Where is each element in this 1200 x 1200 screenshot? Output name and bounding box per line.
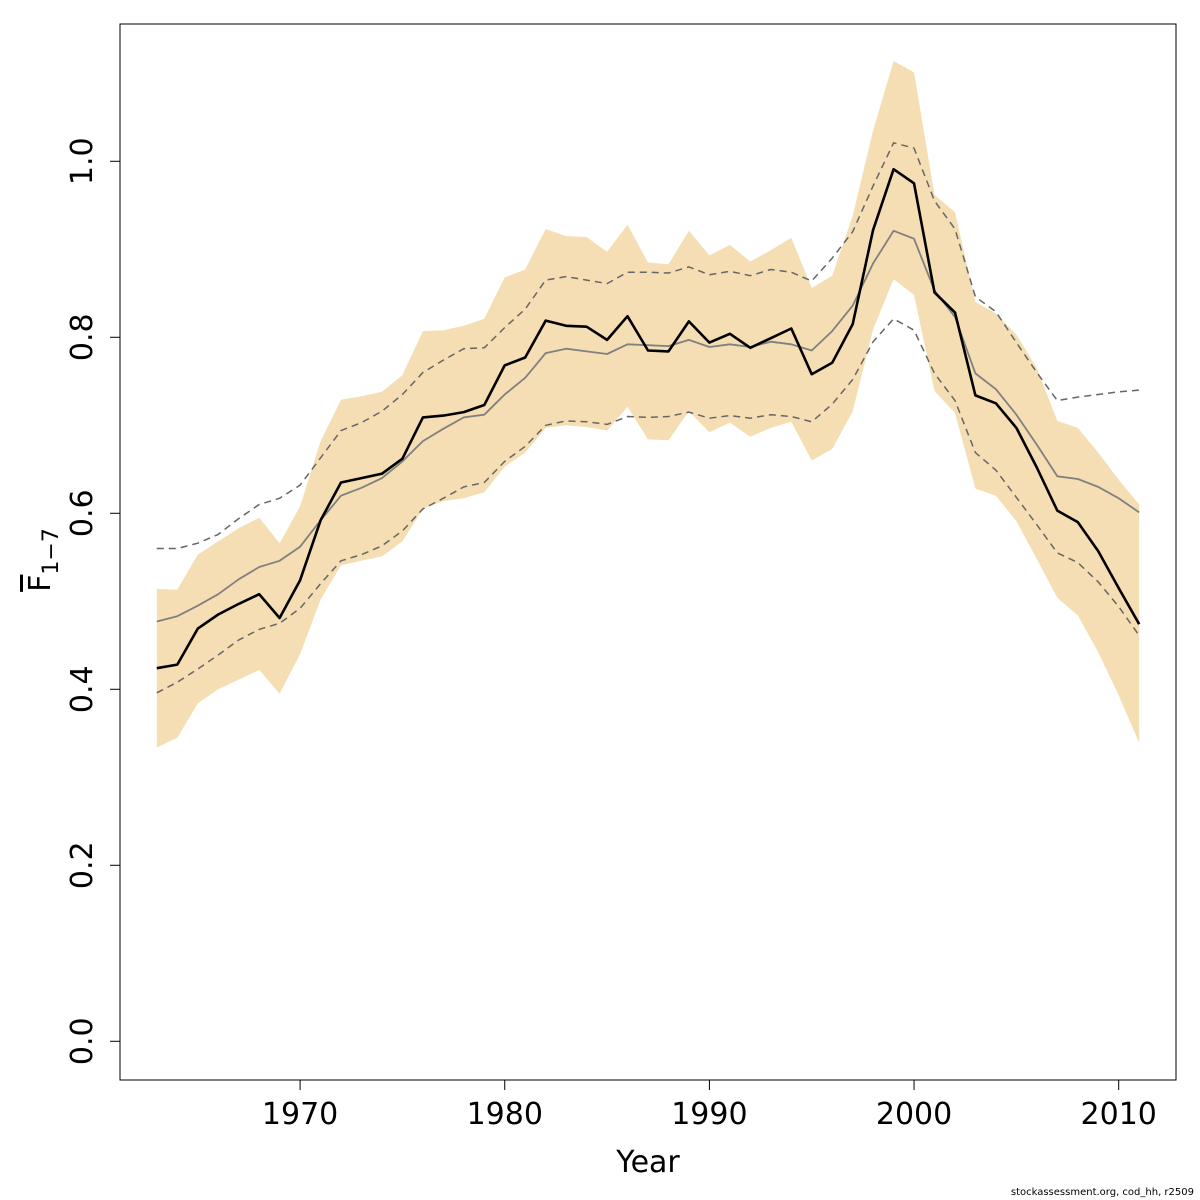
- confidence-band-layer: [156, 61, 1140, 748]
- series-lines-layer: [156, 142, 1141, 694]
- lower-dashed-line: [156, 318, 1140, 694]
- plot-frame: [119, 23, 1177, 1081]
- confidence-band: [156, 61, 1140, 748]
- y-tick-label-0.6: 0.6: [65, 489, 100, 537]
- x-tick-label-2010: 2010: [1081, 1097, 1157, 1132]
- upper-dashed-line: [156, 142, 1140, 550]
- x-axis-title: Year: [615, 1145, 680, 1180]
- y-tick-label-0.8: 0.8: [65, 313, 100, 361]
- x-tick-label-2000: 2000: [876, 1097, 952, 1132]
- x-axis: 1970 1980 1990 2000 2010: [262, 1080, 1157, 1132]
- y-axis-title: F1−7: [23, 528, 64, 592]
- y-tick-label-group-0.2: 0.2: [65, 841, 100, 889]
- footer-credit: stockassessment.org, cod_hh, r2509: [1010, 1187, 1194, 1198]
- svg-text:F1−7: F1−7: [23, 528, 64, 592]
- y-axis: 0.0 0.2 0.4 0.6 0.8 1.0: [65, 137, 120, 1065]
- y-tick-label-group-1.0: 1.0: [65, 137, 100, 185]
- x-tick-label-1990: 1990: [671, 1097, 747, 1132]
- y-axis-title-base: F: [23, 575, 58, 592]
- y-tick-label-0.0: 0.0: [65, 1017, 100, 1065]
- y-axis-title-subscript: 1−7: [39, 528, 64, 574]
- y-tick-label-group-0.4: 0.4: [65, 665, 100, 713]
- y-tick-label-group-0.6: 0.6: [65, 489, 100, 537]
- y-tick-label-0.4: 0.4: [65, 665, 100, 713]
- y-tick-label-0.2: 0.2: [65, 841, 100, 889]
- y-tick-label-group-0.8: 0.8: [65, 313, 100, 361]
- x-tick-label-1980: 1980: [467, 1097, 543, 1132]
- estimate-line: [156, 167, 1141, 670]
- y-tick-label-1.0: 1.0: [65, 137, 100, 185]
- y-tick-label-group-0.0: 0.0: [65, 1017, 100, 1065]
- x-tick-label-1970: 1970: [262, 1097, 338, 1132]
